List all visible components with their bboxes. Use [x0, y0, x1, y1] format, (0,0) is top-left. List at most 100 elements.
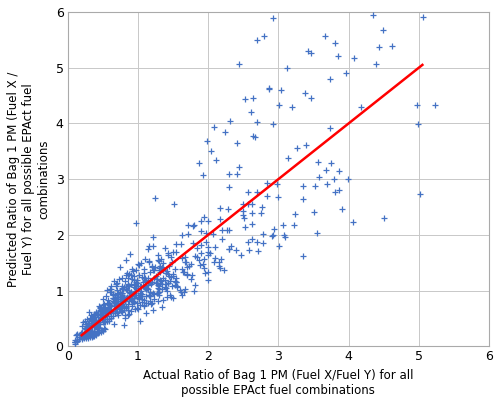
Point: [164, 263, 172, 269]
Point: [128, 268, 136, 275]
Point: [330, 176, 338, 183]
Point: [120, 304, 128, 311]
Point: [142, 299, 150, 306]
Point: [134, 261, 142, 267]
Point: [210, 255, 218, 261]
Point: [100, 307, 108, 314]
Point: [114, 280, 122, 286]
Point: [314, 159, 322, 166]
Point: [92, 319, 100, 325]
Point: [94, 329, 102, 336]
Point: [126, 251, 134, 257]
Point: [416, 191, 424, 197]
Point: [189, 240, 197, 246]
Point: [124, 275, 132, 281]
Point: [124, 282, 132, 288]
Point: [90, 314, 98, 321]
Point: [260, 240, 268, 246]
Point: [94, 320, 102, 327]
Point: [199, 172, 207, 179]
Point: [84, 332, 92, 339]
Point: [232, 247, 240, 253]
Point: [84, 328, 92, 334]
Point: [244, 189, 252, 195]
Point: [168, 259, 176, 265]
Point: [196, 160, 203, 166]
Point: [116, 304, 124, 310]
Point: [96, 321, 104, 327]
Point: [90, 328, 98, 335]
Point: [269, 231, 277, 238]
Point: [140, 275, 147, 281]
Point: [145, 291, 153, 298]
Point: [109, 295, 117, 302]
Point: [169, 271, 177, 277]
Point: [322, 181, 330, 187]
Point: [122, 312, 130, 319]
Point: [94, 316, 102, 323]
Point: [141, 275, 149, 282]
Point: [162, 268, 170, 274]
Point: [250, 133, 258, 139]
Point: [126, 281, 134, 287]
Point: [130, 282, 138, 288]
Point: [149, 234, 157, 241]
Point: [116, 294, 124, 300]
Point: [126, 290, 134, 296]
Point: [93, 328, 101, 334]
Point: [242, 96, 250, 102]
Point: [170, 201, 177, 208]
Point: [113, 294, 121, 301]
Point: [128, 298, 136, 304]
Point: [140, 266, 148, 272]
Point: [84, 320, 92, 326]
Point: [198, 261, 206, 267]
Point: [154, 298, 162, 304]
Point: [100, 305, 108, 312]
Point: [166, 278, 174, 284]
Point: [148, 279, 156, 286]
Point: [257, 210, 265, 217]
Point: [248, 221, 256, 227]
Point: [158, 304, 166, 310]
Point: [158, 280, 166, 287]
Point: [91, 314, 99, 320]
Point: [104, 297, 112, 303]
Point: [248, 210, 256, 217]
Point: [116, 289, 124, 295]
Point: [240, 215, 248, 221]
Point: [142, 293, 150, 300]
Point: [169, 272, 177, 279]
Point: [90, 311, 98, 317]
Point: [106, 301, 114, 308]
Point: [150, 243, 158, 249]
Point: [122, 272, 130, 279]
Point: [82, 334, 90, 341]
Point: [253, 189, 261, 195]
Point: [274, 242, 282, 249]
Point: [97, 308, 105, 314]
Point: [86, 326, 94, 333]
Point: [158, 286, 166, 292]
Point: [265, 85, 273, 92]
Point: [173, 283, 181, 290]
Point: [146, 258, 154, 264]
Point: [150, 266, 158, 273]
Point: [99, 296, 107, 303]
Point: [225, 246, 233, 252]
Point: [138, 299, 145, 305]
Point: [105, 301, 113, 307]
Point: [84, 326, 92, 332]
Point: [118, 274, 126, 281]
Point: [162, 270, 170, 276]
Point: [161, 284, 169, 290]
Point: [106, 309, 114, 315]
Point: [306, 50, 314, 56]
Point: [118, 309, 126, 316]
Point: [268, 232, 276, 239]
Point: [178, 265, 186, 272]
Point: [326, 76, 334, 82]
Point: [114, 294, 122, 300]
Point: [168, 283, 175, 289]
Point: [168, 249, 176, 255]
